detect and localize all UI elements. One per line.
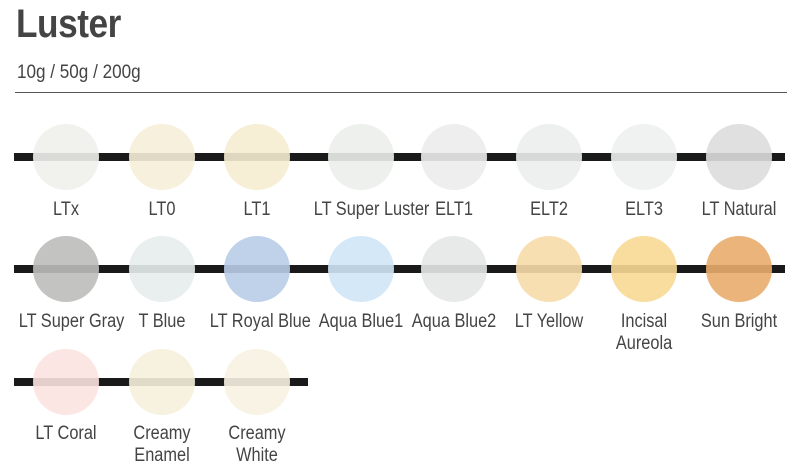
- shade-label: Creamy Enamel: [133, 423, 191, 466]
- shade-label: LT Royal Blue: [209, 311, 311, 332]
- shade-swatch: [706, 124, 772, 190]
- shade-swatch: [328, 124, 394, 190]
- shade-swatch: [33, 236, 99, 302]
- swatch-row-bar: [14, 265, 785, 273]
- shade-label: LT0: [148, 199, 176, 220]
- shade-label: T Blue: [138, 311, 186, 332]
- shade-swatch: [224, 236, 290, 302]
- shade-label: LT Yellow: [514, 311, 584, 332]
- shade-swatch: [421, 236, 487, 302]
- shade-swatch: [129, 236, 195, 302]
- shade-label: Incisal Aureola: [615, 311, 673, 354]
- page-title: Luster: [16, 2, 121, 46]
- shade-label: LT Natural: [701, 199, 777, 220]
- shade-label: ELT2: [530, 199, 568, 220]
- shade-swatch: [706, 236, 772, 302]
- shade-label: Creamy White: [228, 423, 286, 466]
- shade-swatch: [328, 236, 394, 302]
- shade-swatch: [611, 236, 677, 302]
- swatch-row-bar: [14, 153, 785, 161]
- shade-swatch: [224, 349, 290, 415]
- shade-label: LT Coral: [35, 423, 97, 444]
- shade-label: LT1: [243, 199, 271, 220]
- shade-label: LT Super Gray: [18, 311, 125, 332]
- shade-label: Aqua Blue1: [318, 311, 404, 332]
- shade-swatch: [33, 124, 99, 190]
- shade-swatch: [516, 124, 582, 190]
- shade-swatch: [611, 124, 677, 190]
- shade-swatch: [516, 236, 582, 302]
- shade-swatch: [129, 349, 195, 415]
- header-divider: [15, 92, 787, 93]
- shade-label: ELT3: [625, 199, 663, 220]
- shade-label: Sun Bright: [700, 311, 778, 332]
- shade-swatch: [129, 124, 195, 190]
- shade-label: ELT1: [435, 199, 473, 220]
- package-sizes: 10g / 50g / 200g: [17, 62, 141, 83]
- shade-swatch: [33, 349, 99, 415]
- shade-swatch: [224, 124, 290, 190]
- shade-label: LT Super Luster: [313, 199, 430, 220]
- shade-label: LTx: [52, 199, 80, 220]
- shade-label: Aqua Blue2: [411, 311, 497, 332]
- shade-swatch: [421, 124, 487, 190]
